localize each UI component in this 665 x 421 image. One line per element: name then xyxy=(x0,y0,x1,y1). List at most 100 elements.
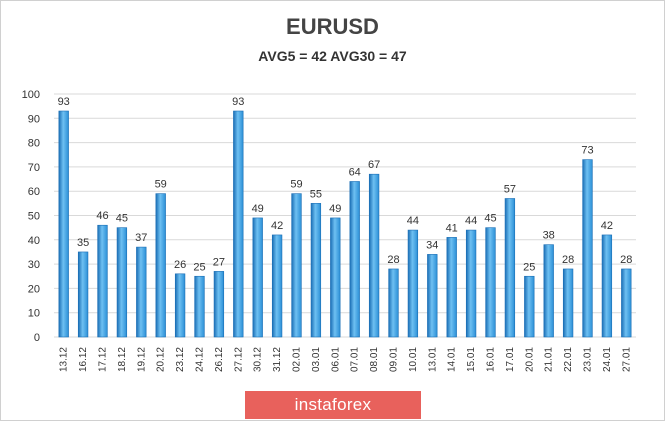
x-axis: 13.12 16.12 17.12 18.12 19.12 20.12 23.12 24.12… xyxy=(59,347,633,372)
bar-16.12 xyxy=(77,251,89,338)
data-label: 34 xyxy=(426,239,438,251)
y-axis: 0 10 20 30 40 50 60 70 80 90 100 xyxy=(22,89,40,344)
x-tick-label: 30.12 xyxy=(253,347,264,372)
y-tick-label: 0 xyxy=(34,332,40,344)
bar-26.12 xyxy=(213,271,225,338)
bar-17.12 xyxy=(97,224,108,338)
y-tick-label: 80 xyxy=(28,138,40,150)
bar-02.01 xyxy=(291,193,302,338)
x-tick-label: 23.01 xyxy=(583,347,594,372)
data-label: 27 xyxy=(213,256,225,268)
x-tick-label: 18.12 xyxy=(117,347,128,372)
data-label: 28 xyxy=(620,254,632,266)
x-tick-label: 23.12 xyxy=(175,347,186,372)
y-tick-label: 60 xyxy=(28,186,40,198)
x-tick-label: 27.12 xyxy=(233,347,244,372)
data-label: 49 xyxy=(329,203,341,215)
data-label: 44 xyxy=(407,215,419,227)
bar-20.12 xyxy=(155,193,166,338)
chart-title: EURUSD xyxy=(286,14,379,39)
data-label: 55 xyxy=(310,188,322,200)
data-label: 25 xyxy=(193,261,205,273)
data-label: 37 xyxy=(135,232,147,244)
bar-30.12 xyxy=(252,217,263,338)
bar-13.12 xyxy=(58,110,69,338)
bar-16.01 xyxy=(485,227,496,338)
bar-19.12 xyxy=(136,246,147,338)
bar-18.12 xyxy=(116,227,128,338)
bars xyxy=(58,110,632,338)
data-label: 46 xyxy=(96,210,108,222)
data-label: 73 xyxy=(581,145,593,157)
data-label: 41 xyxy=(446,222,458,234)
data-label: 59 xyxy=(290,179,302,191)
data-label: 38 xyxy=(543,230,555,242)
bar-20.01 xyxy=(524,275,535,338)
data-label: 28 xyxy=(387,254,399,266)
x-tick-label: 13.01 xyxy=(427,347,438,372)
y-tick-label: 20 xyxy=(28,283,40,295)
bar-03.01 xyxy=(310,203,322,338)
x-tick-label: 27.01 xyxy=(621,347,632,372)
x-tick-label: 14.01 xyxy=(447,347,458,372)
bar-10.01 xyxy=(407,229,419,338)
data-label: 57 xyxy=(504,183,516,195)
x-tick-label: 08.01 xyxy=(369,347,380,372)
data-label: 45 xyxy=(484,213,496,225)
bar-23.12 xyxy=(174,273,186,338)
x-tick-label: 20.01 xyxy=(524,347,535,372)
brand-text: instaforex xyxy=(294,395,372,414)
data-label: 42 xyxy=(601,220,613,232)
bar-14.01 xyxy=(446,237,457,338)
y-tick-label: 50 xyxy=(28,211,40,223)
x-tick-label: 24.01 xyxy=(602,347,613,372)
bar-17.01 xyxy=(504,198,516,338)
x-tick-label: 24.12 xyxy=(195,347,206,372)
bar-21.01 xyxy=(543,244,554,338)
gridlines xyxy=(54,93,636,338)
x-tick-label: 13.12 xyxy=(59,347,70,372)
y-tick-label: 40 xyxy=(28,235,40,247)
y-tick-label: 90 xyxy=(28,113,40,125)
bar-31.12 xyxy=(271,234,283,338)
data-label: 64 xyxy=(349,166,361,178)
bar-27.01 xyxy=(621,268,632,338)
x-tick-label: 16.01 xyxy=(486,347,497,372)
data-label: 59 xyxy=(155,179,167,191)
bar-27.12 xyxy=(233,110,244,338)
x-tick-label: 19.12 xyxy=(136,347,147,372)
bar-23.01 xyxy=(582,159,593,338)
x-tick-label: 26.12 xyxy=(214,347,225,372)
bar-13.01 xyxy=(427,254,438,338)
data-label: 49 xyxy=(252,203,264,215)
instaforex-watermark: instaforex xyxy=(245,391,421,419)
bar-06.01 xyxy=(330,217,341,338)
data-label: 28 xyxy=(562,254,574,266)
bar-24.12 xyxy=(194,275,205,338)
bar-15.01 xyxy=(465,229,477,338)
bar-24.01 xyxy=(601,234,613,338)
x-tick-label: 16.12 xyxy=(78,347,89,372)
bar-22.01 xyxy=(562,268,574,338)
y-tick-label: 70 xyxy=(28,162,40,174)
y-tick-label: 100 xyxy=(22,89,40,101)
bar-09.01 xyxy=(388,268,399,338)
x-tick-label: 15.01 xyxy=(466,347,477,372)
x-tick-label: 22.01 xyxy=(563,347,574,372)
x-tick-label: 21.01 xyxy=(544,347,555,372)
x-tick-label: 07.01 xyxy=(350,347,361,372)
x-tick-label: 06.01 xyxy=(330,347,341,372)
data-label: 93 xyxy=(58,96,70,108)
x-tick-label: 17.01 xyxy=(505,347,516,372)
x-tick-label: 17.12 xyxy=(98,347,109,372)
data-label: 35 xyxy=(77,237,89,249)
x-tick-label: 09.01 xyxy=(389,347,400,372)
bar-08.01 xyxy=(368,173,380,338)
y-tick-label: 10 xyxy=(28,308,40,320)
bar-07.01 xyxy=(349,181,360,338)
y-tick-label: 30 xyxy=(28,259,40,271)
x-tick-label: 10.01 xyxy=(408,347,419,372)
data-label: 42 xyxy=(271,220,283,232)
chart-subtitle: AVG5 = 42 AVG30 = 47 xyxy=(258,48,407,64)
